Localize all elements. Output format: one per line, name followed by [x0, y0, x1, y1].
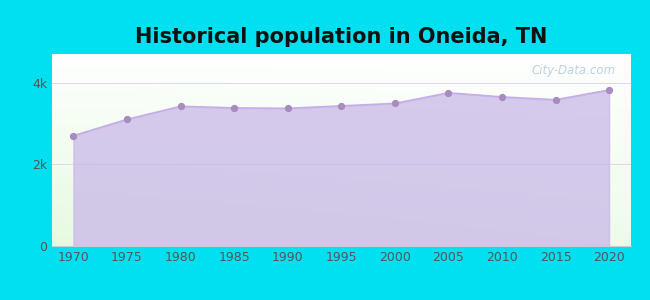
Point [389, 101, 400, 106]
Text: City-Data.com: City-Data.com [532, 64, 616, 76]
Point [336, 103, 346, 108]
Point [497, 94, 507, 99]
Point [443, 90, 454, 95]
Point [122, 117, 132, 122]
Point [176, 104, 186, 109]
Point [229, 106, 239, 110]
Point [283, 106, 293, 111]
Point [68, 133, 79, 138]
Point [551, 98, 561, 102]
Point [604, 88, 614, 92]
Title: Historical population in Oneida, TN: Historical population in Oneida, TN [135, 27, 547, 47]
